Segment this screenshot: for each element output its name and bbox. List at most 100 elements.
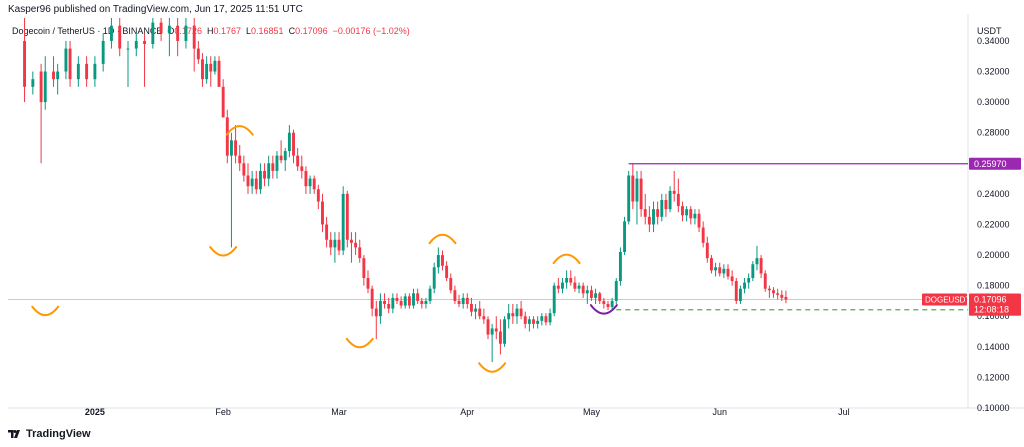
candle-body: [494, 328, 498, 332]
candle-body: [465, 297, 469, 304]
candle-body: [292, 132, 295, 156]
candle-body: [68, 48, 72, 80]
candle-body: [246, 175, 250, 187]
candle-body: [325, 224, 329, 240]
candle-body: [738, 288, 742, 301]
candle-body: [296, 155, 300, 167]
candle-body: [358, 247, 362, 259]
candle-body: [734, 281, 738, 301]
candle-body: [676, 193, 680, 207]
price-level-label: 0.25970: [974, 159, 1007, 169]
candle-body: [366, 278, 370, 289]
candle-body: [192, 25, 196, 49]
candle-body: [453, 290, 457, 301]
candle-body: [507, 313, 511, 320]
y-tick-label: 0.14000: [977, 342, 1010, 352]
candle-body: [176, 25, 180, 41]
candle-body: [143, 40, 146, 44]
candle-body: [519, 308, 523, 317]
candle-body: [151, 22, 155, 44]
candle-body: [230, 140, 233, 156]
y-tick-label: 0.10000: [977, 403, 1010, 413]
candle-body: [85, 63, 89, 80]
candle-body: [726, 268, 730, 277]
candle-body: [772, 290, 775, 294]
candle-body: [536, 320, 540, 324]
resistance-arc: [428, 233, 457, 245]
candle-body: [213, 60, 217, 72]
candle-body: [441, 255, 444, 266]
candle-body: [267, 163, 271, 179]
candle-body: [503, 319, 506, 344]
candle-body: [436, 255, 440, 268]
candle-body: [316, 189, 320, 202]
candle-body: [478, 308, 482, 317]
candle-body: [43, 71, 47, 103]
candle-body: [39, 71, 43, 103]
candle-body: [668, 190, 672, 210]
candle-body: [234, 140, 238, 156]
low-label: L: [246, 26, 252, 36]
candle-body: [362, 258, 366, 278]
candle-body: [399, 300, 403, 306]
candle-body: [602, 300, 606, 304]
open-value: 0.1726: [174, 26, 202, 36]
candle-body: [498, 331, 502, 344]
candle-body: [196, 48, 200, 60]
candle-body: [561, 282, 564, 289]
y-tick-label: 0.24000: [977, 189, 1010, 199]
support-arc: [478, 362, 507, 373]
candle-body: [743, 282, 746, 289]
candle-body: [565, 278, 569, 283]
candle-body: [217, 60, 221, 87]
candle-body: [350, 239, 353, 243]
candle-body: [300, 166, 304, 171]
y-tick-label: 0.16000: [977, 311, 1010, 321]
y-tick-label: 0.20000: [977, 250, 1010, 260]
candle-body: [474, 308, 478, 312]
candle-body: [627, 175, 631, 222]
last-price-badge: [969, 293, 1021, 316]
candle-body: [515, 308, 519, 317]
candle-body: [767, 288, 771, 291]
candle-body: [631, 175, 635, 202]
candle-body: [618, 252, 622, 282]
resistance-arc: [225, 125, 254, 136]
candle-body: [544, 316, 548, 323]
candle-body: [383, 300, 386, 304]
candle-body: [639, 178, 643, 210]
publisher-line: Kasper96 published on TradingView.com, J…: [8, 4, 303, 15]
tradingview-footer: TradingView: [8, 428, 91, 440]
candle-body: [420, 300, 424, 304]
candle-body: [321, 201, 324, 225]
candle-body: [660, 200, 664, 217]
brand-label: TradingView: [26, 428, 91, 440]
candle-body: [126, 48, 130, 50]
candle-body: [263, 170, 266, 179]
candle-body: [482, 316, 486, 320]
candle-body: [354, 242, 358, 248]
support-arc: [209, 246, 238, 257]
candle-body: [652, 209, 655, 225]
candle-body: [710, 258, 713, 271]
candle-body: [457, 300, 461, 304]
candle-body: [751, 264, 755, 278]
candle-body: [205, 63, 209, 80]
candle-body: [623, 221, 626, 252]
close-label: C: [288, 26, 296, 36]
candle-body: [449, 278, 453, 291]
candle-body: [254, 178, 258, 190]
candle-body: [118, 25, 122, 49]
y-tick-label: 0.12000: [977, 372, 1010, 382]
candle-body: [445, 265, 449, 278]
candle-body: [784, 296, 788, 300]
candle-body: [275, 155, 279, 171]
candle-body: [333, 239, 337, 248]
candle-body: [395, 297, 399, 301]
countdown-label: 12:08:18: [974, 304, 1009, 314]
support-arc: [345, 337, 374, 349]
candle-body: [656, 209, 660, 217]
x-tick-label: May: [583, 407, 601, 417]
candle-body: [755, 258, 759, 265]
